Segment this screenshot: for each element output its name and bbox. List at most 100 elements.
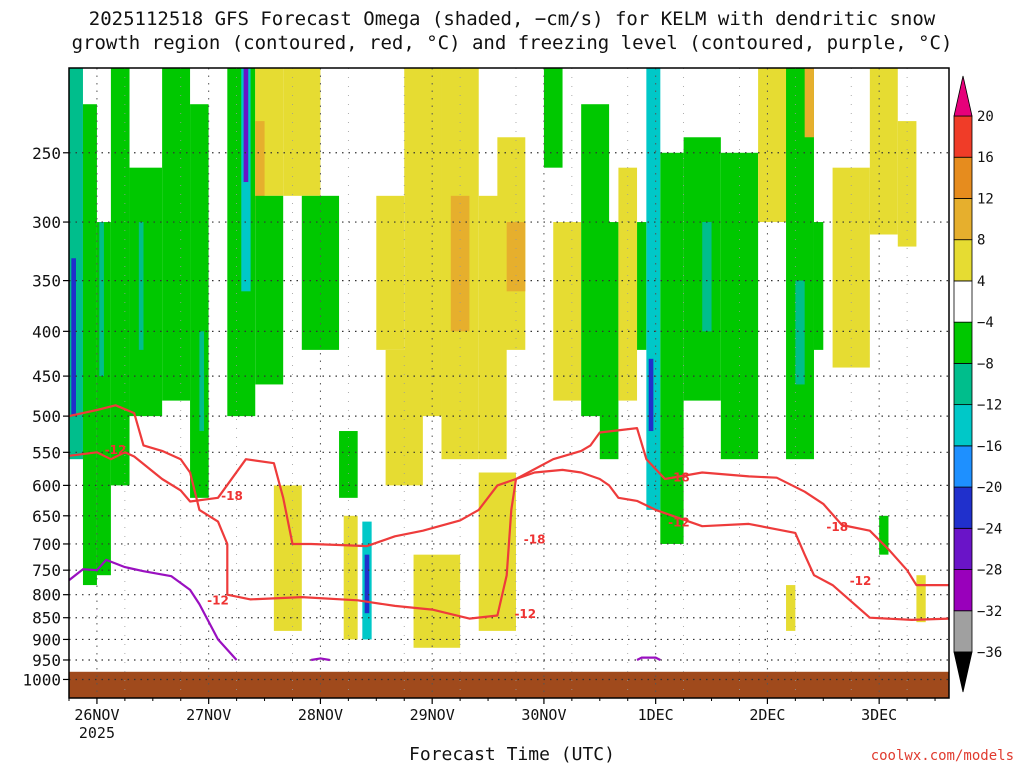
omega-cell <box>69 68 83 460</box>
colorbar-label: −24 <box>977 521 1002 537</box>
x-tick-label: 28NOV <box>298 706 343 724</box>
omega-cell <box>364 554 370 614</box>
x-tick-label: 2DEC <box>749 706 785 724</box>
omega-cell <box>162 68 191 401</box>
y-tick-label: 550 <box>32 443 61 462</box>
omega-cell <box>916 575 926 623</box>
colorbar-band <box>953 527 973 570</box>
x-tick-sublabel: 2025 <box>79 724 115 742</box>
colorbar-label: −8 <box>977 356 994 372</box>
colorbar-label: 8 <box>977 233 985 249</box>
omega-cell <box>879 515 889 555</box>
y-tick-label: 350 <box>32 272 61 291</box>
dgz-contour-label: -18 <box>221 489 243 503</box>
omega-cell <box>553 222 582 401</box>
y-tick-label: 850 <box>32 609 61 628</box>
y-tick-label: 700 <box>32 535 61 554</box>
colorbar-label: −16 <box>977 439 1002 455</box>
dgz-contour-label: -12 <box>105 443 127 457</box>
omega-cell <box>786 585 796 631</box>
omega-cell <box>283 68 321 196</box>
colorbar-label: −4 <box>977 315 994 331</box>
chart-title-line-2: growth region (contoured, red, °C) and f… <box>71 32 953 54</box>
y-axis-ticks: 250 300 350 400 450 500 550 600 650 700 750 800 850 9… <box>22 144 69 689</box>
omega-cell <box>720 152 759 460</box>
omega-cell <box>897 121 917 247</box>
omega-cell <box>599 222 619 460</box>
freezing-level-contour <box>69 558 238 661</box>
omega-cell <box>273 485 302 631</box>
colorbar-label: 4 <box>977 274 985 290</box>
x-tick-label: 26NOV <box>74 706 119 724</box>
y-tick-label: 1000 <box>22 670 61 689</box>
colorbar-label: −28 <box>977 563 1002 579</box>
omega-cell <box>637 222 647 350</box>
colorbar-label: 20 <box>977 109 994 125</box>
omega-cell <box>129 167 163 417</box>
colorbar-band <box>953 610 973 653</box>
x-tick-label: 29NOV <box>410 706 455 724</box>
y-tick-label: 800 <box>32 586 61 605</box>
omega-cell <box>343 515 358 640</box>
colorbar-band <box>953 156 973 199</box>
colorbar-label: −32 <box>977 604 1002 620</box>
omega-cell <box>110 68 130 486</box>
omega-cell <box>702 222 712 332</box>
colorbar-band <box>953 404 973 447</box>
colorbar-band <box>953 239 973 282</box>
y-tick-label: 500 <box>32 407 61 426</box>
omega-cell <box>413 554 461 648</box>
x-axis-label: Forecast Time (UTC) <box>409 744 615 765</box>
omega-cell <box>199 331 205 432</box>
colorbar-label: 16 <box>977 150 994 166</box>
omega-cell <box>138 222 144 350</box>
omega-cell <box>208 68 228 401</box>
dgz-contour-label: -12 <box>668 516 690 530</box>
colorbar-top-arrow <box>953 75 973 117</box>
omega-cell <box>478 472 516 631</box>
dgz-contour-label: -12 <box>207 593 229 607</box>
omega-cell <box>255 121 265 223</box>
freezing-level-contour <box>636 656 661 661</box>
dgz-contour-line <box>69 427 949 587</box>
omega-cell <box>543 68 563 168</box>
dgz-contour-label: -12 <box>514 607 536 621</box>
omega-cell <box>646 68 661 510</box>
colorbar-label: 12 <box>977 191 994 207</box>
colorbar-label: −20 <box>977 480 1002 496</box>
x-tick-label: 1DEC <box>638 706 674 724</box>
omega-cell <box>99 222 104 377</box>
colorbar-band <box>953 198 973 241</box>
omega-cell <box>255 195 284 385</box>
freezing-level-contour <box>310 657 330 662</box>
y-tick-label: 950 <box>32 651 61 670</box>
colorbar-label: −12 <box>977 398 1002 414</box>
colorbar-band <box>953 115 973 158</box>
omega-cell <box>376 195 405 350</box>
omega-cell <box>190 104 209 498</box>
credit-link[interactable]: coolwx.com/models <box>870 748 1014 764</box>
colorbar: −36 −32 −28 −24 −20 −16 −12 −8 −4 4 8 12 16 20 <box>953 75 1002 693</box>
y-tick-label: 600 <box>32 476 61 495</box>
dgz-contour-label: -18 <box>826 520 848 534</box>
colorbar-band <box>953 445 973 488</box>
omega-cell <box>804 68 814 138</box>
dgz-contour-label: -12 <box>850 574 872 588</box>
omega-cell <box>404 68 442 417</box>
omega-shading <box>69 68 926 648</box>
y-tick-label: 900 <box>32 630 61 649</box>
y-tick-label: 750 <box>32 561 61 580</box>
colorbar-bottom-arrow <box>953 651 973 693</box>
colorbar-band <box>953 362 973 406</box>
omega-cell <box>243 68 249 183</box>
y-tick-label: 650 <box>32 507 61 526</box>
colorbar-band <box>953 486 973 529</box>
omega-cell <box>813 222 824 350</box>
colorbar-band <box>953 321 973 364</box>
omega-cell <box>795 280 805 385</box>
y-tick-label: 250 <box>32 144 61 163</box>
omega-cell <box>450 195 470 332</box>
x-tick-label: 3DEC <box>861 706 897 724</box>
